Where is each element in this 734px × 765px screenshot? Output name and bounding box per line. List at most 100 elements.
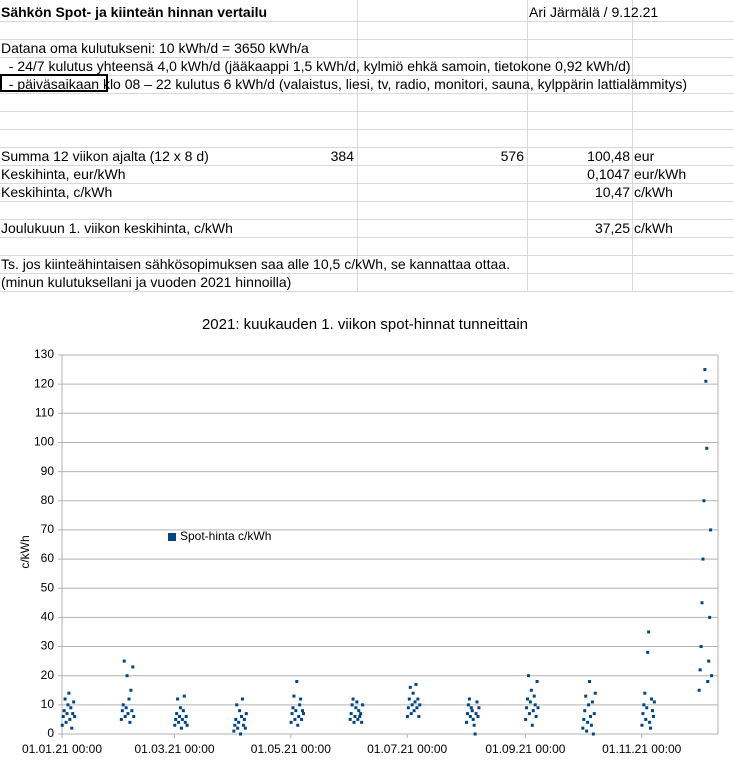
data-point [643, 691, 647, 695]
data-point [174, 717, 178, 721]
data-point [119, 717, 123, 721]
data-point [415, 706, 419, 710]
legend-label: Spot-hinta c/kWh [180, 529, 271, 543]
data-point [468, 715, 472, 719]
data-point [292, 694, 296, 698]
summary-label: Keskihinta, eur/kWh [1, 166, 126, 182]
data-point [534, 715, 538, 719]
data-point [122, 659, 126, 663]
data-point [588, 680, 592, 684]
data-point [244, 712, 248, 716]
y-tick-label: 90 [41, 464, 55, 478]
data-point [649, 726, 653, 730]
data-point [536, 706, 540, 710]
data-point [533, 703, 537, 707]
row-line [0, 39, 734, 40]
data-point [294, 709, 298, 713]
y-tick-label: 30 [41, 639, 55, 653]
data-point [581, 726, 585, 730]
data-point [698, 668, 702, 672]
data-point [120, 709, 124, 713]
data-point [123, 715, 127, 719]
chart-title: 2021: kuukauden 1. viikon spot-hinnat tu… [202, 316, 528, 333]
data-point [705, 446, 709, 450]
data-point [591, 732, 595, 736]
conclusion: (minun kulutuksellani ja vuoden 2021 hin… [1, 274, 292, 290]
data-point [584, 694, 588, 698]
note[interactable]: - päiväsaikaan klo 08 – 22 kulutus 6 kWh… [1, 76, 688, 92]
data-point [646, 650, 650, 654]
data-point [176, 697, 180, 701]
row-line [0, 147, 734, 148]
data-point [240, 697, 244, 701]
y-tick-label: 20 [41, 668, 55, 682]
data-point [590, 700, 594, 704]
data-point [472, 723, 476, 727]
data-point [348, 717, 352, 721]
data-point [127, 697, 131, 701]
data-point [413, 700, 417, 704]
data-point [527, 712, 531, 716]
row-line [0, 219, 734, 220]
data-point [354, 706, 358, 710]
data-point [593, 691, 597, 695]
row-line [0, 291, 734, 292]
x-tick-label: 01.09.21 00:00 [485, 742, 565, 756]
data-point [241, 723, 245, 727]
data-point [530, 723, 534, 727]
data-point [356, 717, 360, 721]
data-point [124, 706, 128, 710]
row-line [0, 255, 734, 256]
x-tick-label: 01.11.21 00:00 [602, 742, 682, 756]
summary-value: 10,47 [594, 184, 630, 200]
note: Datana oma kulutukseni: 10 kWh/d = 3650 … [1, 40, 309, 56]
data-point [295, 680, 299, 684]
data-point [350, 703, 354, 707]
data-point [469, 706, 473, 710]
data-point [64, 720, 68, 724]
legend-swatch [168, 533, 176, 541]
data-point [407, 697, 411, 701]
data-point [474, 712, 478, 716]
data-point [296, 723, 300, 727]
data-point [406, 706, 410, 710]
data-point [702, 499, 706, 503]
data-point [645, 706, 649, 710]
data-point [353, 715, 357, 719]
data-point [704, 379, 708, 383]
data-point [529, 688, 533, 692]
cell-cursor[interactable] [0, 74, 108, 92]
data-point [524, 717, 528, 721]
data-point [235, 703, 239, 707]
data-point [708, 615, 712, 619]
data-point [587, 703, 591, 707]
row-line [0, 111, 734, 112]
data-point [297, 715, 301, 719]
data-point [414, 682, 418, 686]
data-point [130, 709, 134, 713]
data-point [651, 715, 655, 719]
row-line [0, 165, 734, 166]
data-point [351, 697, 355, 701]
data-point [173, 723, 177, 727]
data-point [236, 726, 240, 730]
data-point [588, 715, 592, 719]
data-point [67, 691, 71, 695]
row-line [0, 237, 734, 238]
data-point [233, 723, 237, 727]
data-point [707, 659, 711, 663]
data-point [182, 694, 186, 698]
data-point [131, 665, 135, 669]
data-point [647, 630, 651, 634]
data-point [592, 712, 596, 716]
data-point [648, 720, 652, 724]
row-line [0, 93, 734, 94]
data-point [652, 700, 656, 704]
data-point [183, 720, 187, 724]
y-axis-label: c/kWh [18, 535, 32, 568]
data-point [352, 720, 356, 724]
data-point [125, 674, 129, 678]
data-point [72, 700, 76, 704]
data-point [528, 700, 532, 704]
data-point [473, 732, 477, 736]
